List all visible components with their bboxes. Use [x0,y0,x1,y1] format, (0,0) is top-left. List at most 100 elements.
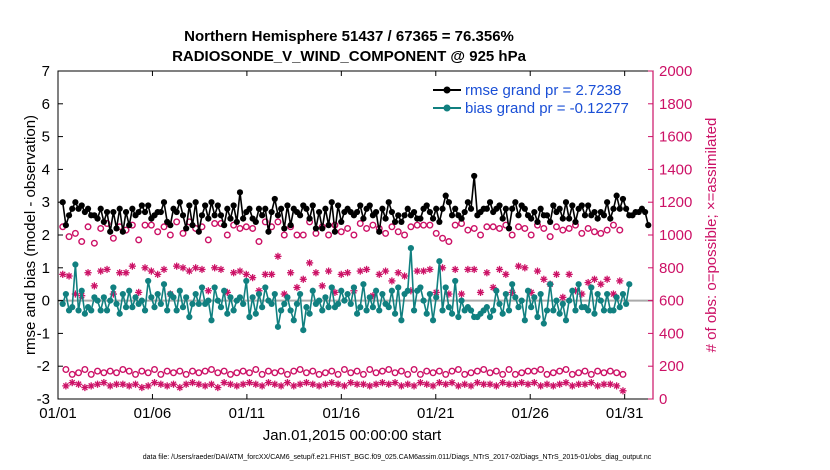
possible-obs-point [90,239,98,247]
rmse-point [382,215,389,222]
possible-obs-point [613,369,621,377]
possible-obs-point [600,369,608,377]
bias-point [208,317,215,324]
assimilated-obs-point [258,382,266,390]
assimilated-obs-point [315,382,323,390]
assimilated-obs-point [552,270,561,278]
assimilated-obs-point [173,262,181,270]
possible-obs-point [568,370,576,378]
possible-obs-point [546,233,554,241]
bias-point [309,287,316,294]
rmse-point [502,205,509,212]
assimilated-obs-point [299,275,307,283]
bias-point [407,245,414,252]
chart-title: Northern Hemisphere 51437 / 67365 = 76.3… [184,28,514,45]
assimilated-obs-point [454,382,462,390]
possible-obs-point [619,370,627,378]
possible-obs-point [378,367,386,375]
bias-point [72,261,79,268]
possible-obs-point [473,367,481,375]
possible-obs-point [230,221,238,229]
rmse-point [274,212,282,219]
bias-point [287,307,294,314]
assimilated-obs-point [116,269,124,277]
assimilated-obs-point [87,382,95,390]
assimilated-obs-point [343,269,352,277]
possible-obs-point [521,224,529,232]
possible-obs-point [283,370,291,378]
rmse-point [550,202,557,209]
bias-point [211,284,218,291]
bias-point [455,313,462,321]
y-tick-label: 2 [42,227,50,244]
y-axis-label: rmse and bias (model - observation) [22,115,39,355]
assimilated-obs-point [549,382,557,390]
assimilated-obs-point [119,380,127,388]
bias-point [176,287,183,294]
possible-obs-point [505,365,513,373]
bias-point [505,307,513,314]
bias-point [221,287,228,294]
assimilated-obs-point [321,380,330,388]
rmse-point [167,222,174,229]
rmse-point [183,225,190,232]
rmse-point [103,208,111,216]
bias-point [268,300,275,307]
assimilated-obs-point [429,382,437,390]
assimilated-obs-point [147,267,155,275]
possible-obs-point [119,365,127,373]
assimilated-obs-point [495,265,504,274]
bias-point [151,304,158,311]
bias-point [316,297,323,304]
rmse-point [461,208,468,216]
possible-obs-point [233,369,241,377]
rmse-point [379,205,386,212]
possible-obs-point [274,218,282,226]
rmse-point [388,208,395,216]
rmse-point [385,199,392,206]
possible-obs-point [236,224,244,232]
assimilated-obs-point [486,380,494,388]
possible-obs-point [78,238,86,246]
assimilated-obs-point [353,380,361,388]
possible-obs-point [420,221,428,229]
rmse-point [303,205,310,212]
assimilated-obs-point [274,252,282,260]
rmse-point [376,228,383,235]
rmse-point [499,215,506,222]
rmse-point [119,228,126,235]
rmse-point [562,199,570,206]
bias-point [585,307,592,314]
bias-point [192,290,199,298]
assimilated-obs-point [388,277,396,285]
assimilated-obs-point [334,380,342,388]
x-tick-label: 01/16 [323,405,361,422]
assimilated-obs-point [90,282,98,290]
rmse-point [97,205,104,212]
assimilated-obs-point [74,380,83,388]
bias-point [556,310,563,317]
bias-point [439,307,446,314]
assimilated-obs-point [438,264,447,272]
possible-obs-point [239,367,247,375]
possible-obs-point [157,370,165,378]
y-axis-label-right: # of obs: o=possible; ×=assimilated [703,118,720,353]
assimilated-obs-point [451,265,459,274]
bias-point [366,294,373,301]
bias-point [458,297,465,304]
possible-obs-point [432,229,440,237]
assimilated-obs-point [268,270,276,278]
rmse-point [255,205,263,212]
rmse-point [297,212,304,219]
rmse-point [328,199,335,206]
bias-point [398,317,405,324]
possible-obs-point [508,231,516,239]
possible-obs-point [340,365,348,373]
bias-point [227,294,234,301]
assimilated-obs-point [239,380,247,388]
bias-point [262,284,269,291]
plot-area: -3 -2 -1 0 1 2 3 4 5 6 7 0 200 400 600 800 1000 1200 1400 1… [37,63,693,422]
possible-obs-point [261,218,269,226]
possible-obs-point [454,365,462,373]
rmse-point [233,218,240,225]
